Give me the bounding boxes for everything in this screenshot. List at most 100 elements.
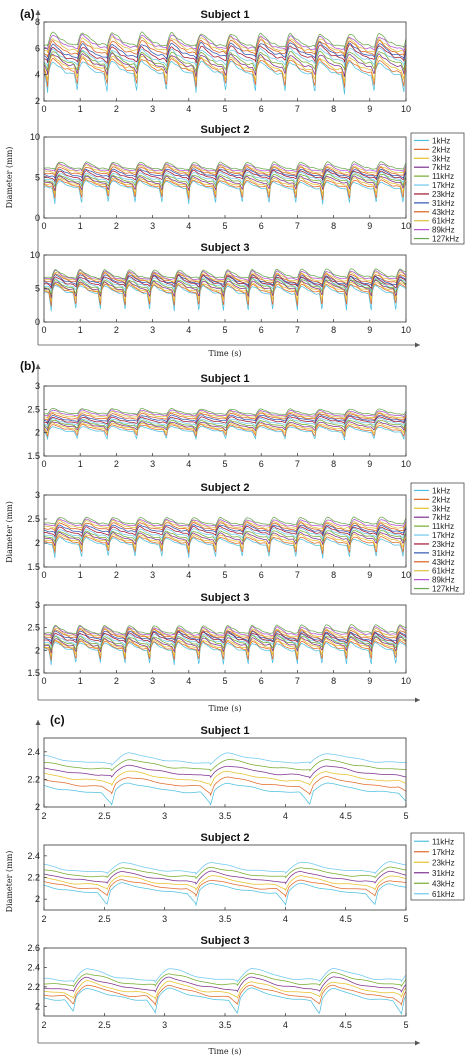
series-line-127kHz	[44, 268, 406, 280]
panel-label: (c)	[50, 713, 65, 727]
legend-box	[410, 832, 465, 901]
legend-label: 11kHz	[432, 837, 454, 846]
series-line-3kHz	[44, 177, 406, 196]
series-group	[44, 407, 406, 441]
series-line-31kHz	[44, 414, 406, 424]
y-tick-label: 2.5	[27, 623, 40, 633]
series-line-61kHz	[44, 410, 406, 420]
x-tick-label: 8	[331, 676, 336, 686]
series-line-17kHz	[44, 171, 406, 186]
y-tick-label: 3	[35, 600, 40, 610]
legend-label: 23kHz	[432, 858, 455, 867]
series-group	[44, 752, 406, 806]
legend-label: 31kHz	[432, 549, 455, 558]
x-tick-label: 2	[114, 676, 119, 686]
x-tick-label: 7	[295, 676, 300, 686]
series-line-17kHz	[44, 776, 406, 797]
subplot-0: Subject 1 0 1 2 3 4 5 6 7 8 9 10 2 4 6 8	[35, 9, 411, 114]
x-tick-label: 9	[367, 325, 372, 335]
series-line-17kHz	[44, 47, 406, 68]
y-tick-label: 4	[35, 70, 40, 80]
x-tick-label: 0	[41, 104, 46, 114]
y-tick-label: 2.5	[27, 514, 40, 524]
series-line-2kHz	[44, 640, 406, 661]
x-tick-label: 1	[78, 459, 83, 469]
x-tick-label: 2.5	[98, 811, 111, 821]
series-line-127kHz	[44, 407, 406, 416]
x-tick-label: 3	[150, 221, 155, 231]
legend-label: 127kHz	[432, 235, 459, 244]
y-tick-label: 2	[35, 1001, 40, 1011]
x-tick-label: 3	[162, 914, 167, 924]
subplot-title: Subject 2	[201, 482, 250, 494]
legend-label: 31kHz	[432, 869, 455, 878]
panel-label: (a)	[20, 7, 35, 21]
x-tick-label: 4	[283, 1020, 288, 1030]
series-line-7kHz	[44, 279, 406, 299]
x-tick-label: 4.5	[339, 1020, 352, 1030]
y-tick-label: 2	[35, 802, 40, 812]
series-line-127kHz	[44, 161, 406, 172]
y-tick-label: 2.2	[27, 982, 40, 992]
series-line-11kHz	[44, 782, 406, 806]
series-group	[44, 161, 406, 205]
series-group	[44, 516, 406, 559]
x-tick-label: 9	[367, 570, 372, 580]
series-line-1kHz	[44, 425, 406, 441]
series-line-7kHz	[44, 420, 406, 433]
subplot-0: Subject 1 2 2.5 3 3.5 4 4.5 5 2 2.2 2.4	[27, 725, 408, 821]
legend-label: 43kHz	[432, 558, 455, 567]
series-line-1kHz	[44, 180, 406, 205]
outer-x-arrow-icon	[415, 342, 420, 348]
series-line-61kHz	[44, 36, 406, 56]
series-line-7kHz	[44, 175, 406, 192]
x-tick-label: 3	[150, 676, 155, 686]
legend-label: 3kHz	[432, 504, 450, 513]
x-tick-label: 3	[150, 325, 155, 335]
series-line-3kHz	[44, 54, 406, 83]
x-tick-label: 5	[403, 914, 408, 924]
x-tick-label: 1	[78, 104, 83, 114]
series-line-7kHz	[44, 531, 406, 547]
panel-label: (b)	[20, 359, 35, 373]
x-tick-label: 6	[259, 104, 264, 114]
series-line-89kHz	[44, 625, 406, 638]
x-tick-label: 4	[283, 914, 288, 924]
series-line-31kHz	[44, 168, 406, 180]
series-line-23kHz	[44, 875, 406, 892]
series-line-17kHz	[44, 879, 406, 898]
series-line-23kHz	[44, 525, 406, 538]
series-line-89kHz	[44, 409, 406, 418]
x-tick-label: 5	[403, 811, 408, 821]
legend-label: 17kHz	[432, 848, 455, 857]
series-line-23kHz	[44, 770, 406, 787]
series-line-89kHz	[44, 163, 406, 174]
subplot-title: Subject 3	[201, 592, 250, 604]
x-tick-label: 0	[41, 221, 46, 231]
legend: 1kHz2kHz3kHz7kHz11kHz17kHz23kHz31kHz43kH…	[410, 482, 465, 595]
y-tick-label: 1.5	[27, 668, 40, 678]
series-line-31kHz	[44, 524, 406, 535]
y-tick-label: 5	[35, 284, 40, 294]
x-tick-label: 6	[259, 221, 264, 231]
series-line-43kHz	[44, 866, 406, 880]
y-tick-label: 1.5	[27, 451, 40, 461]
x-tick-label: 9	[367, 459, 372, 469]
x-tick-label: 8	[331, 325, 336, 335]
legend-label: 61kHz	[432, 890, 455, 899]
y-tick-label: 2.2	[27, 774, 40, 784]
series-line-1kHz	[44, 537, 406, 559]
outer-y-arrow-icon	[35, 10, 41, 15]
x-tick-label: 2.5	[98, 1020, 111, 1030]
series-line-17kHz	[44, 984, 406, 1007]
x-tick-label: 3	[150, 570, 155, 580]
series-line-127kHz	[44, 624, 406, 636]
y-tick-label: 2.4	[27, 851, 40, 861]
subplot-1: Subject 2 0 1 2 3 4 5 6 7 8 9 10 0 5 10	[30, 124, 411, 231]
x-tick-label: 3.5	[219, 811, 232, 821]
series-line-43kHz	[44, 522, 406, 533]
legend-label: 7kHz	[432, 163, 450, 172]
y-tick-label: 10	[30, 132, 40, 142]
y-tick-label: 2.5	[27, 404, 40, 414]
